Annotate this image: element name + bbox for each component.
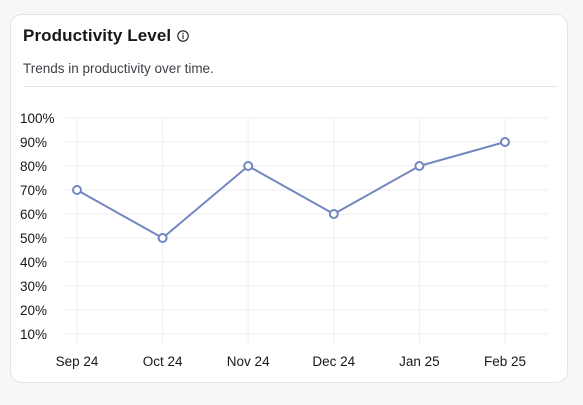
card-subtitle: Trends in productivity over time. [23,61,214,76]
data-point [72,185,82,195]
y-tick-label: 100% [20,111,55,126]
card-header: Productivity Level [23,26,189,46]
y-tick-label: 30% [20,279,47,294]
data-point [328,209,339,219]
data-point [157,233,168,243]
data-point [500,137,510,147]
card-title: Productivity Level [23,26,172,45]
productivity-card: Productivity Level Trends in productivit… [10,14,568,383]
y-tick-label: 70% [20,183,47,198]
series-line [76,141,506,239]
y-tick-label: 80% [20,159,47,174]
x-tick-label: Nov 24 [227,354,270,369]
header-divider [23,86,557,87]
x-tick-label: Oct 24 [143,354,183,369]
x-tick-label: Feb 25 [484,354,526,369]
y-tick-label: 90% [20,135,47,150]
y-tick-label: 40% [20,255,47,270]
x-tick-label: Dec 24 [312,354,355,369]
x-tick-label: Sep 24 [56,354,99,369]
data-point [243,161,254,171]
data-point [414,161,425,171]
y-tick-label: 60% [20,207,47,222]
x-tick-label: Jan 25 [399,354,440,369]
y-tick-label: 10% [20,327,47,342]
info-circle-icon[interactable] [177,30,189,42]
y-tick-label: 50% [20,231,47,246]
y-tick-label: 20% [20,303,47,318]
